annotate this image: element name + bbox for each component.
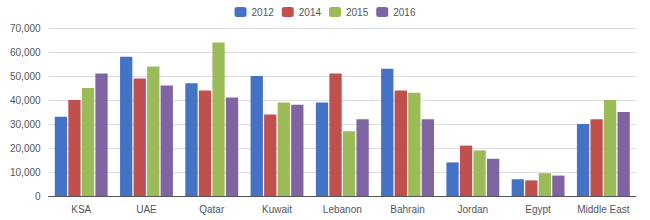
svg-text:10,000: 10,000 xyxy=(10,167,41,178)
svg-text:Middle East: Middle East xyxy=(577,204,629,215)
svg-text:Qatar: Qatar xyxy=(199,204,225,215)
svg-text:40,000: 40,000 xyxy=(10,95,41,106)
svg-text:2016: 2016 xyxy=(393,7,416,18)
svg-text:Lebanon: Lebanon xyxy=(323,204,362,215)
svg-text:UAE: UAE xyxy=(136,204,157,215)
svg-text:30,000: 30,000 xyxy=(10,119,41,130)
svg-text:Jordan: Jordan xyxy=(458,204,489,215)
svg-text:0: 0 xyxy=(35,191,41,202)
svg-text:Kuwait: Kuwait xyxy=(262,204,292,215)
svg-text:Bahrain: Bahrain xyxy=(390,204,424,215)
svg-text:60,000: 60,000 xyxy=(10,47,41,58)
svg-text:Egypt: Egypt xyxy=(525,204,551,215)
svg-text:70,000: 70,000 xyxy=(10,23,41,34)
svg-text:50,000: 50,000 xyxy=(10,71,41,82)
svg-text:2014: 2014 xyxy=(299,7,322,18)
svg-text:2012: 2012 xyxy=(252,7,275,18)
svg-text:KSA: KSA xyxy=(71,204,91,215)
svg-text:20,000: 20,000 xyxy=(10,143,41,154)
svg-text:2015: 2015 xyxy=(346,7,369,18)
